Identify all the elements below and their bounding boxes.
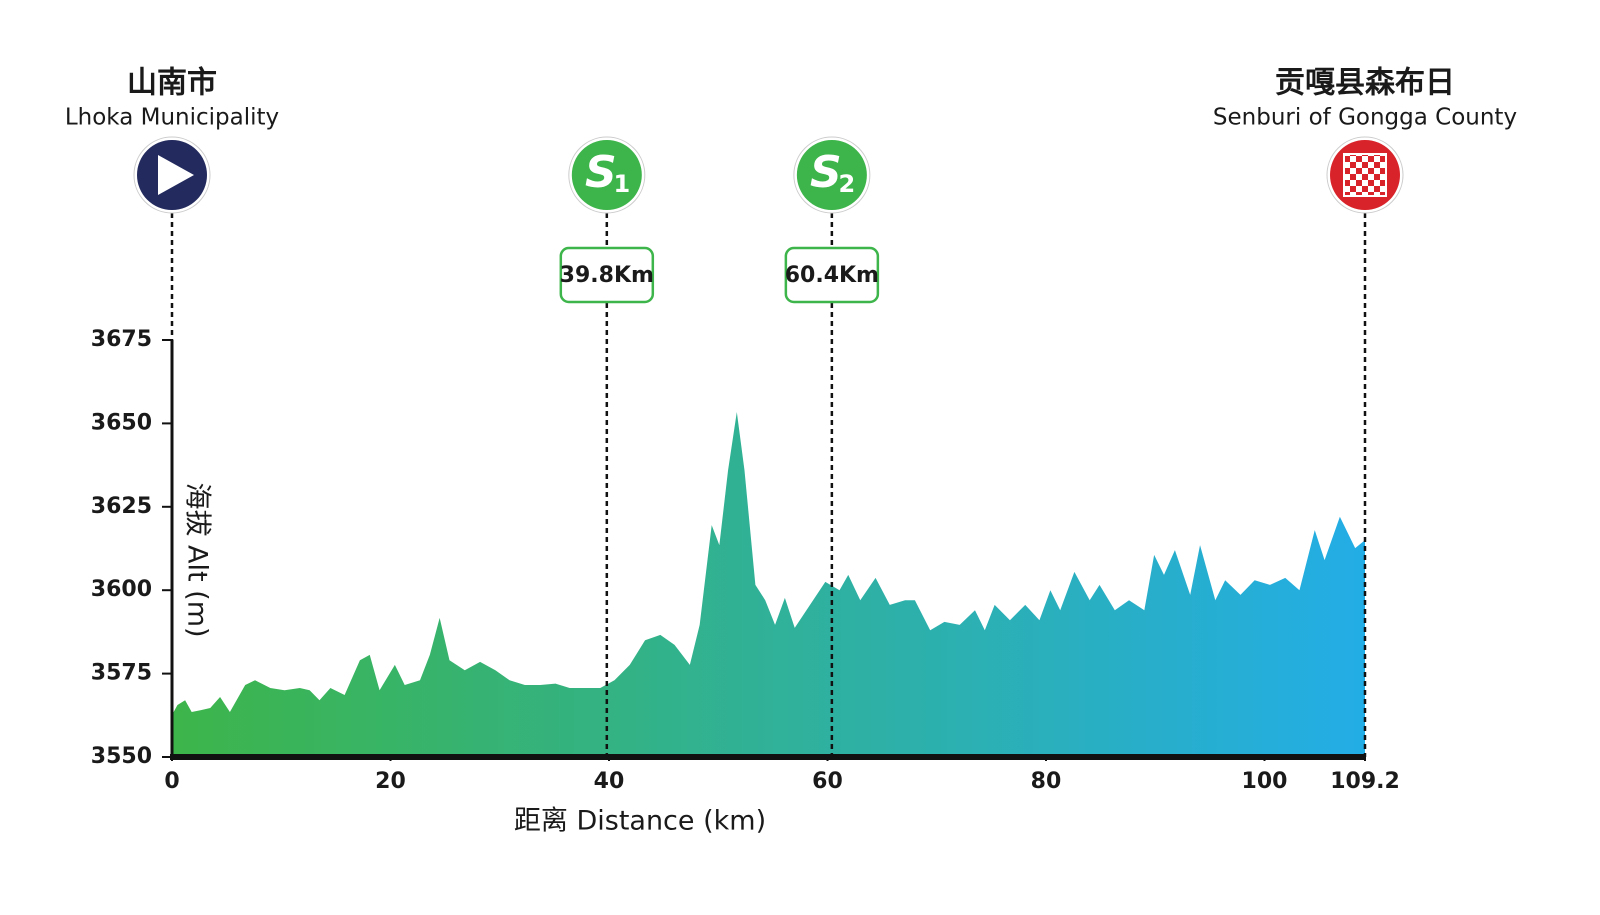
finish-name-zh: 贡嘎县森布日 xyxy=(1275,66,1455,101)
x-tick-label: 20 xyxy=(375,769,406,794)
start-name-en: Lhoka Municipality xyxy=(65,105,279,131)
x-tick-label: 80 xyxy=(1031,769,1062,794)
y-tick-label: 3600 xyxy=(91,577,152,602)
sprint-icon-letter: S xyxy=(810,147,842,198)
finish-name-en: Senburi of Gongga County xyxy=(1213,105,1517,131)
x-tick-label: 60 xyxy=(812,769,843,794)
x-axis-label: 距离 Distance (km) xyxy=(514,806,766,837)
x-tick-label: 40 xyxy=(594,769,625,794)
start-arrow xyxy=(158,155,194,195)
sprint-label: 60.4Km xyxy=(785,263,879,288)
y-tick-label: 3625 xyxy=(91,494,152,519)
y-tick-label: 3550 xyxy=(91,744,152,769)
x-tick-label: 100 xyxy=(1242,769,1288,794)
y-tick-label: 3650 xyxy=(91,410,152,435)
sprint-icon xyxy=(796,140,867,210)
sprint-label-box xyxy=(784,246,880,304)
sprint-icon xyxy=(571,140,642,210)
y-tick-label: 3575 xyxy=(91,661,152,686)
y-tick-label: 3675 xyxy=(91,327,152,352)
finish-checker xyxy=(1343,153,1387,197)
start-name-zh: 山南市 xyxy=(127,66,217,101)
sprint-icon-letter: S xyxy=(585,147,617,198)
sprint-icon-number: 2 xyxy=(839,170,856,198)
x-tick-label: 109.2 xyxy=(1330,769,1400,794)
sprint-icon-number: 1 xyxy=(613,170,630,198)
elevation-area xyxy=(172,412,1365,757)
sprint-label: 39.8Km xyxy=(560,263,654,288)
sprint-label-box xyxy=(559,246,655,304)
y-axis-label: 海拔 Alt (m) xyxy=(182,482,213,637)
x-tick-label: 0 xyxy=(164,769,179,794)
